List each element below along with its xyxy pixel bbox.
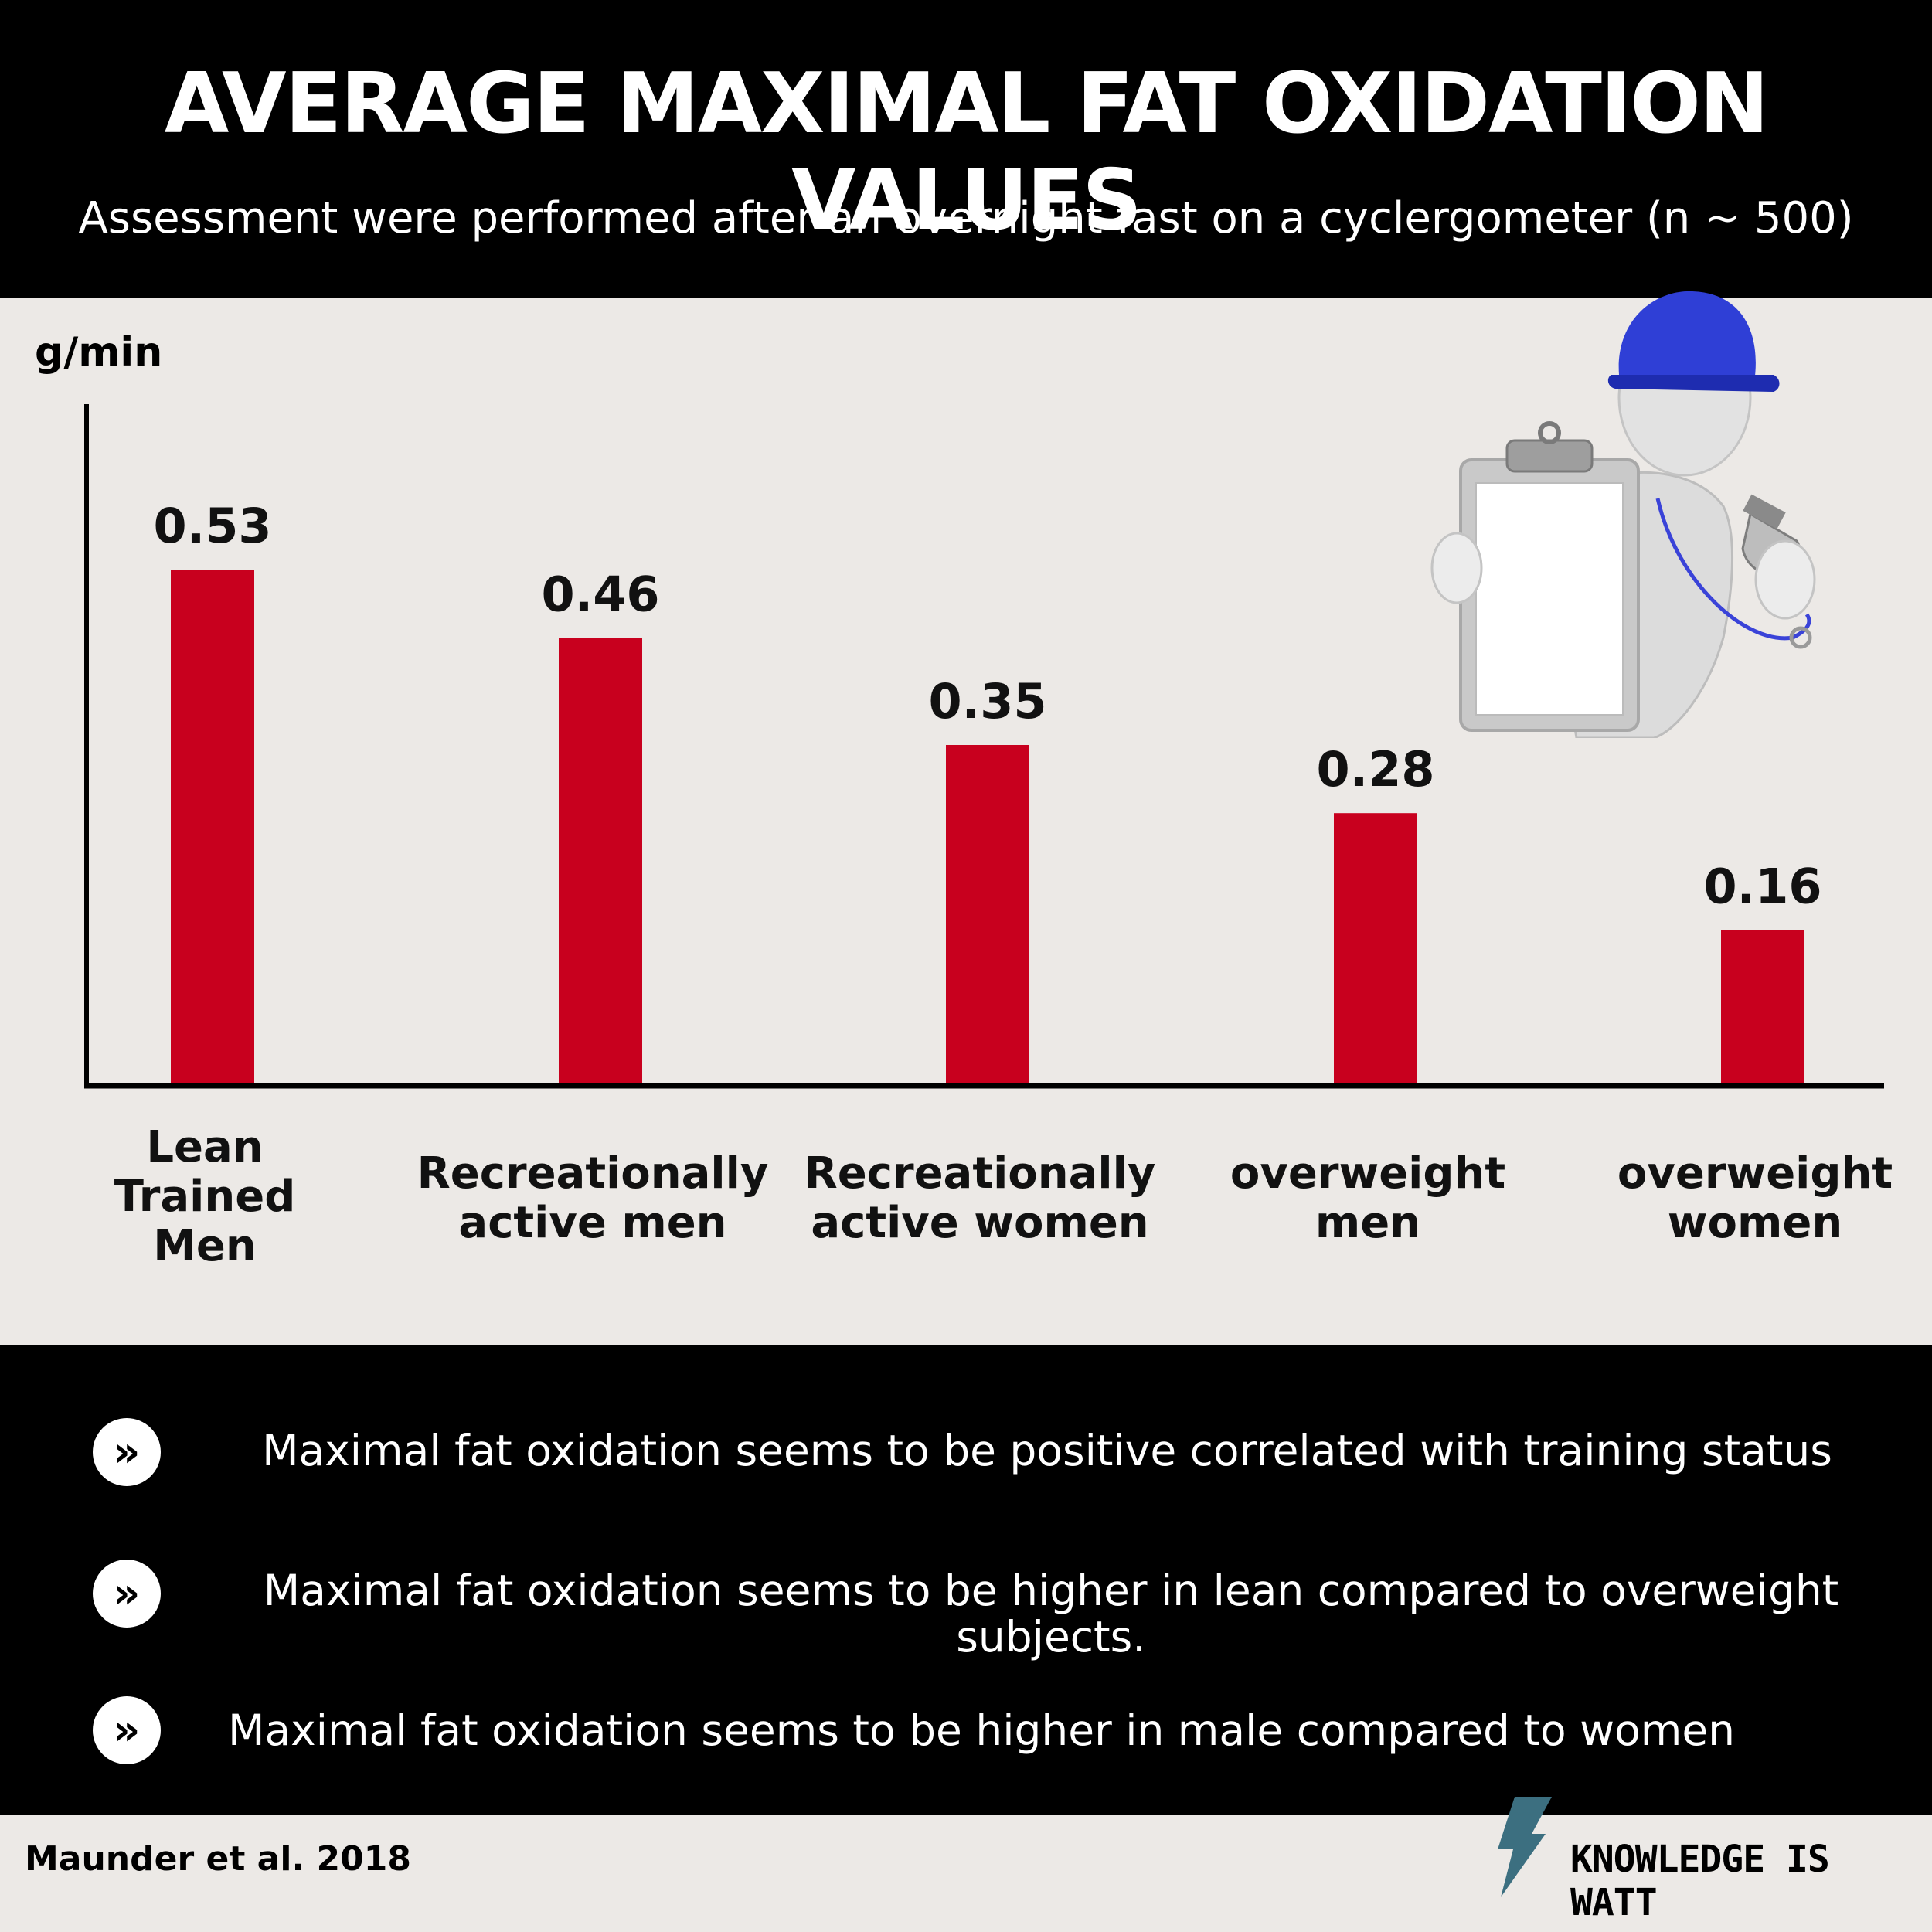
bar [946, 745, 1029, 1086]
double-chevron-right-icon: » [93, 1560, 161, 1628]
data-label: 0.16 [1704, 858, 1822, 914]
lightning-bolt-icon [1498, 1797, 1552, 1897]
double-chevron-right-icon: » [93, 1418, 161, 1486]
takeaways-panel: » Maximal fat oxidation seems to be posi… [0, 1345, 1932, 1815]
y-axis-label: g/min [35, 329, 162, 376]
bar [559, 638, 642, 1086]
coach-illustration [1430, 291, 1816, 738]
x-tick-label: Lean Trained Men [114, 1122, 296, 1271]
data-label: 0.35 [929, 673, 1047, 730]
takeaway-text: Maximal fat oxidation seems to be higher… [227, 1706, 1736, 1755]
data-label: 0.46 [542, 566, 660, 622]
double-chevron-right-icon: » [93, 1696, 161, 1764]
x-tick-label: Recreationally active women [804, 1148, 1156, 1248]
takeaway-text: Maximal fat oxidation seems to be positi… [262, 1426, 1832, 1475]
data-label: 0.53 [154, 498, 272, 554]
citation: Maunder et al. 2018 [25, 1839, 411, 1879]
x-tick-label: overweight men [1230, 1148, 1505, 1248]
chart-area: g/min 0.53 Lean Trained Men 0.46 Recreationall… [0, 298, 1932, 1345]
bar [1721, 930, 1804, 1086]
header-band: AVERAGE MAXIMAL FAT OXIDATION VALUES Ass… [0, 0, 1932, 298]
bar [171, 570, 254, 1086]
footer [0, 1815, 1932, 1932]
page-subtitle: Assessment were performed after an overn… [78, 193, 1854, 243]
takeaway-text: Maximal fat oxidation seems to be higher… [263, 1566, 1839, 1662]
data-label: 0.28 [1317, 741, 1435, 798]
page-title: AVERAGE MAXIMAL FAT OXIDATION VALUES [164, 56, 1770, 249]
brand-logo-text: KNOWLEDGE IS WATT [1570, 1838, 1830, 1924]
x-tick-label: Recreationally active men [417, 1148, 769, 1248]
x-tick-label: overweight women [1617, 1148, 1893, 1248]
bar [1334, 813, 1417, 1086]
bar-chart: g/min 0.53 Lean Trained Men 0.46 Recreationall… [35, 329, 1893, 1271]
